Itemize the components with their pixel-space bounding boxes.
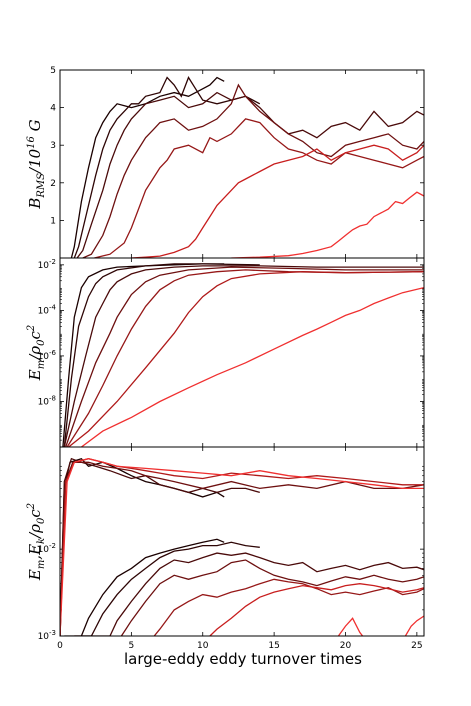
y-axis-label: Em,Ek/ρ0c2	[26, 503, 47, 581]
kinetic-series-line-5	[60, 458, 424, 636]
panel-2: 10-8 10-6 10-4 10-2 Em/ρ0c2	[26, 257, 425, 448]
y-axis-label: BRMS/1016 G	[26, 119, 47, 209]
magnetic-series-line-8	[404, 615, 424, 636]
series-line-1	[70, 76, 225, 258]
series-line-7	[231, 191, 424, 258]
x-tick-label: 15	[268, 641, 279, 651]
series-line-5	[66, 269, 424, 447]
axes-frame	[59, 69, 425, 259]
y-tick-label: 10-8	[38, 394, 56, 407]
magnetic-series-line-7	[337, 617, 364, 636]
kinetic-series-line-2	[60, 457, 260, 636]
panel-3: 10-3 10-2Em,Ek/ρ0c2	[26, 446, 425, 642]
series-line-4	[82, 83, 424, 258]
y-tick-label: 3	[50, 141, 56, 151]
magnetic-series-line-1	[62, 538, 225, 636]
y-tick-label: 10-4	[38, 303, 57, 316]
series-line-2	[73, 76, 261, 258]
y-tick-label: 10-3	[38, 629, 56, 642]
magnetic-series-line-5	[153, 578, 424, 636]
magnetic-series-line-2	[64, 541, 260, 636]
series-line-1	[62, 263, 225, 447]
y-tick-label: 4	[50, 104, 56, 114]
x-axis-label: large-eddy eddy turnover times	[124, 650, 362, 668]
series-line-7	[81, 286, 424, 447]
y-tick-label: 10-2	[38, 542, 56, 555]
series-line-4	[65, 266, 424, 447]
series-line-3	[63, 265, 424, 447]
y-axis-label: Em/ρ0c2	[26, 325, 47, 381]
series-line-5	[94, 118, 424, 258]
magnetic-series-line-6	[209, 583, 424, 636]
x-tick-label: 20	[340, 641, 352, 651]
series-line-2	[63, 263, 260, 447]
y-tick-label: 10-2	[38, 258, 56, 271]
panel-1: 1 2 3 4 5 BRMS/1016 G	[26, 66, 425, 259]
x-tick-label: 10	[197, 641, 209, 651]
magnetic-series-line-3	[74, 552, 424, 636]
y-tick-label: 2	[50, 179, 56, 189]
series-line-6	[131, 144, 424, 258]
series-line-6	[68, 271, 424, 447]
series-line-3	[76, 91, 424, 258]
y-tick-label: 10-6	[38, 349, 57, 362]
y-tick-label: 5	[50, 66, 56, 76]
x-tick-label: 0	[57, 641, 63, 651]
axes-frame	[59, 446, 425, 637]
axes-frame	[59, 257, 425, 448]
x-tick-label: 5	[129, 641, 135, 651]
kinetic-series-line-1	[60, 457, 225, 636]
y-tick-label: 1	[50, 216, 56, 226]
magnetic-series-line-4	[120, 559, 424, 636]
x-tick-label: 25	[411, 641, 422, 651]
